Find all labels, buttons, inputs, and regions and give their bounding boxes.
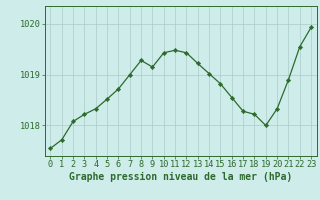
X-axis label: Graphe pression niveau de la mer (hPa): Graphe pression niveau de la mer (hPa) bbox=[69, 172, 292, 182]
